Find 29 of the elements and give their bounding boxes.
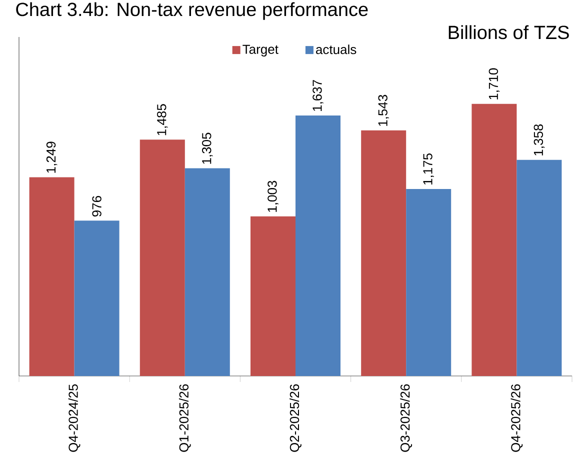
data-label: 1,358 [534,124,545,156]
bar [250,216,296,376]
data-label: 1,003 [268,180,278,212]
chart-title: Chart 3.4b: Non-tax revenue performance [16,2,368,20]
data-label: 976 [92,196,102,217]
x-tick-label: Q1-2025/26 [178,384,191,452]
data-label: 1,305 [202,132,213,164]
data-label: 1,543 [378,94,389,126]
bar [361,130,406,376]
x-tick-label: Q3-2025/26 [400,384,412,452]
legend-label: Target [242,44,278,56]
legend-label: actuals [316,44,356,54]
data-label: 1,175 [423,153,434,184]
bar [140,140,185,376]
data-label: 1,485 [157,104,168,136]
data-label: 1,710 [488,68,500,100]
x-tick-label: Q2-2025/26 [290,384,302,452]
bar [184,168,230,376]
bar [516,160,562,376]
bar [29,177,74,376]
data-label: 1,637 [312,80,324,111]
bar [74,220,120,376]
chart-subtitle: Billions of TZS [448,25,569,40]
bar [296,115,340,376]
bar [406,188,452,376]
x-tick-label: Q4-2024/25 [68,384,80,452]
x-tick-label: Q4-2025/26 [510,384,523,452]
data-label: 1,249 [46,142,58,173]
bar [472,104,517,376]
